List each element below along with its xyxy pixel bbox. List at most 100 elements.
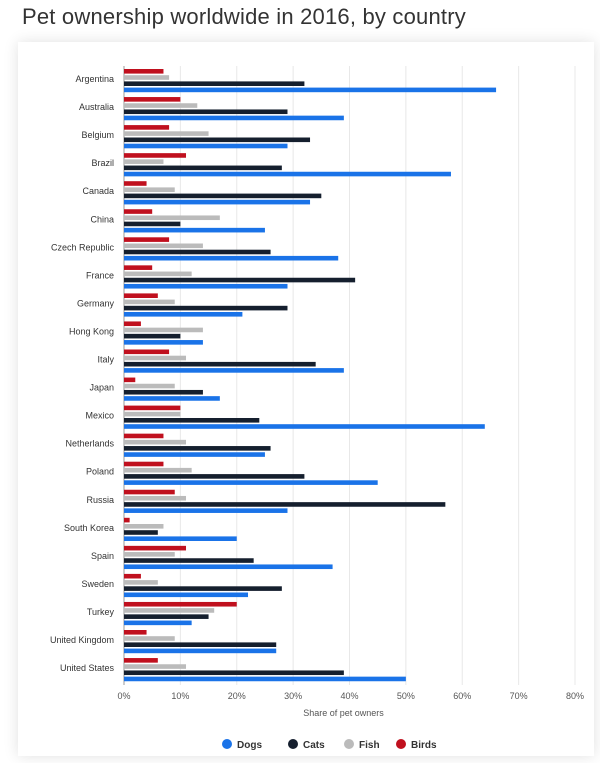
bar-dogs[interactable]: [124, 171, 451, 177]
bar-fish[interactable]: [124, 159, 164, 164]
bar-birds[interactable]: [124, 489, 175, 495]
legend-item-birds[interactable]: Birds: [396, 739, 437, 751]
bar-cats[interactable]: [124, 193, 322, 199]
bar-dogs[interactable]: [124, 115, 344, 121]
legend-item-dogs[interactable]: Dogs: [222, 739, 262, 751]
bar-cats[interactable]: [124, 109, 288, 115]
bar-birds[interactable]: [124, 405, 181, 411]
bar-birds[interactable]: [124, 630, 147, 635]
category-label: Netherlands: [65, 439, 114, 449]
legend-swatch: [396, 739, 406, 749]
bar-dogs[interactable]: [124, 564, 333, 570]
bar-fish[interactable]: [124, 608, 215, 613]
bar-fish[interactable]: [124, 636, 175, 641]
bar-birds[interactable]: [124, 209, 153, 214]
category-label: Spain: [91, 551, 114, 561]
bar-cats[interactable]: [124, 446, 271, 451]
bar-cats[interactable]: [124, 642, 277, 647]
bar-birds[interactable]: [124, 181, 147, 186]
bar-cats[interactable]: [124, 474, 305, 479]
bar-fish[interactable]: [124, 215, 220, 221]
bar-fish[interactable]: [124, 299, 175, 305]
bar-fish[interactable]: [124, 327, 203, 333]
bar-birds[interactable]: [124, 125, 170, 130]
bar-birds[interactable]: [124, 237, 170, 242]
bar-dogs[interactable]: [124, 508, 288, 513]
bar-fish[interactable]: [124, 664, 187, 669]
bar-cats[interactable]: [124, 165, 282, 171]
bar-birds[interactable]: [124, 573, 141, 579]
bar-fish[interactable]: [124, 552, 175, 557]
legend-item-cats[interactable]: Cats: [288, 739, 325, 751]
bar-cats[interactable]: [124, 249, 271, 255]
bar-cats[interactable]: [124, 530, 158, 535]
bar-birds[interactable]: [124, 293, 158, 298]
bar-dogs[interactable]: [124, 143, 288, 149]
bar-birds[interactable]: [124, 377, 136, 383]
legend-item-fish[interactable]: Fish: [344, 739, 380, 751]
bar-birds[interactable]: [124, 97, 181, 102]
bar-cats[interactable]: [124, 586, 282, 591]
bar-birds[interactable]: [124, 349, 170, 355]
bar-dogs[interactable]: [124, 283, 288, 289]
bar-cats[interactable]: [124, 277, 356, 283]
bar-cats[interactable]: [124, 137, 311, 143]
bar-cats[interactable]: [124, 670, 344, 676]
bar-dogs[interactable]: [124, 676, 406, 682]
category-label: Japan: [89, 383, 114, 393]
bar-birds[interactable]: [124, 153, 187, 158]
bar-cats[interactable]: [124, 558, 254, 563]
bar-birds[interactable]: [124, 658, 158, 663]
bar-cats[interactable]: [124, 614, 209, 619]
bar-cats[interactable]: [124, 305, 288, 311]
bar-cats[interactable]: [124, 389, 203, 395]
bar-dogs[interactable]: [124, 424, 485, 429]
bar-dogs[interactable]: [124, 480, 378, 485]
bar-dogs[interactable]: [124, 452, 265, 457]
bar-fish[interactable]: [124, 243, 203, 249]
bar-dogs[interactable]: [124, 255, 339, 261]
bar-fish[interactable]: [124, 411, 181, 417]
bar-fish[interactable]: [124, 187, 175, 192]
bar-cats[interactable]: [124, 221, 181, 227]
bar-dogs[interactable]: [124, 620, 192, 626]
bar-dogs[interactable]: [124, 536, 237, 541]
bar-birds[interactable]: [124, 433, 164, 439]
bar-cats[interactable]: [124, 418, 260, 423]
bar-fish[interactable]: [124, 131, 209, 136]
bar-cats[interactable]: [124, 502, 446, 507]
bar-cats[interactable]: [124, 81, 305, 86]
bar-dogs[interactable]: [124, 340, 203, 345]
bar-fish[interactable]: [124, 580, 158, 585]
bar-cats[interactable]: [124, 333, 181, 339]
bar-birds[interactable]: [124, 321, 141, 327]
category-label: Argentina: [75, 74, 114, 84]
bar-dogs[interactable]: [124, 227, 265, 233]
bar-fish[interactable]: [124, 383, 175, 389]
category-label: Russia: [86, 495, 114, 505]
bar-dogs[interactable]: [124, 648, 277, 654]
bar-fish[interactable]: [124, 355, 187, 361]
bar-birds[interactable]: [124, 461, 164, 467]
bar-birds[interactable]: [124, 545, 187, 551]
bar-fish[interactable]: [124, 495, 187, 501]
bar-dogs[interactable]: [124, 368, 344, 373]
bar-fish[interactable]: [124, 524, 164, 529]
bar-birds[interactable]: [124, 601, 237, 607]
bar-dogs[interactable]: [124, 199, 311, 205]
bar-fish[interactable]: [124, 103, 198, 108]
bar-cats[interactable]: [124, 361, 316, 367]
bar-fish[interactable]: [124, 467, 192, 473]
bar-dogs[interactable]: [124, 396, 220, 401]
bar-dogs[interactable]: [124, 312, 243, 317]
bar-fish[interactable]: [124, 439, 187, 445]
bar-fish[interactable]: [124, 75, 170, 80]
bar-birds[interactable]: [124, 69, 164, 74]
bar-birds[interactable]: [124, 265, 153, 270]
bar-dogs[interactable]: [124, 87, 497, 93]
x-tick-label: 10%: [171, 691, 189, 701]
bar-birds[interactable]: [124, 517, 130, 523]
category-label: Turkey: [87, 607, 115, 617]
bar-fish[interactable]: [124, 271, 192, 277]
bar-dogs[interactable]: [124, 592, 249, 598]
